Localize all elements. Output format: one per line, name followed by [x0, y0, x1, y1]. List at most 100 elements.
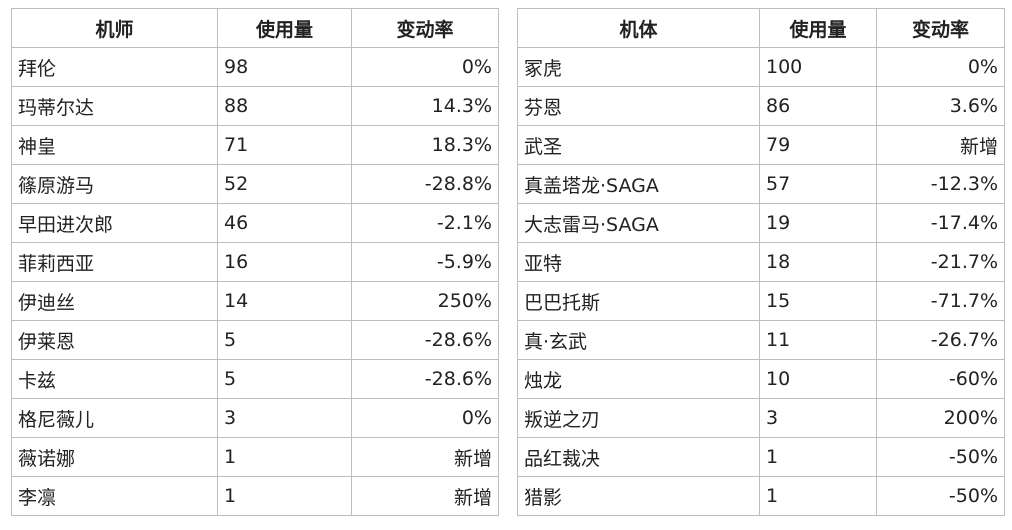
name-cell: 芬恩 [517, 86, 760, 126]
name-cell: 菲莉西亚 [11, 242, 218, 282]
usage-cell: 1 [217, 437, 352, 477]
usage-cell: 57 [759, 164, 877, 204]
table-row: 芬恩 86 3.6% [517, 86, 1005, 126]
table-row: 武圣 79 新增 [517, 125, 1005, 165]
name-cell: 冢虎 [517, 47, 760, 87]
pilot-usage-table: 机师 使用量 变动率 拜伦 98 0% 玛蒂尔达 88 14.3% 神皇 71 18.3% 篠原游… [11, 8, 499, 516]
name-cell: 亚特 [517, 242, 760, 282]
usage-cell: 14 [217, 281, 352, 321]
name-cell: 真盖塔龙·SAGA [517, 164, 760, 204]
change-rate-cell: -5.9% [351, 242, 499, 282]
change-rate-cell: -28.6% [351, 359, 499, 399]
table-row: 大志雷马·SAGA 19 -17.4% [517, 203, 1005, 243]
table-row: 李凛 1 新增 [11, 476, 499, 516]
change-rate-cell: 3.6% [876, 86, 1005, 126]
change-rate-cell: -21.7% [876, 242, 1005, 282]
table-row: 巴巴托斯 15 -71.7% [517, 281, 1005, 321]
name-cell: 篠原游马 [11, 164, 218, 204]
change-rate-cell: -2.1% [351, 203, 499, 243]
usage-cell: 5 [217, 320, 352, 360]
table-row: 亚特 18 -21.7% [517, 242, 1005, 282]
usage-cell: 3 [217, 398, 352, 438]
name-cell: 神皇 [11, 125, 218, 165]
name-cell: 薇诺娜 [11, 437, 218, 477]
usage-cell: 98 [217, 47, 352, 87]
table-header-row: 机体 使用量 变动率 [517, 8, 1005, 48]
change-rate-cell: 250% [351, 281, 499, 321]
usage-cell: 18 [759, 242, 877, 282]
usage-cell: 100 [759, 47, 877, 87]
change-rate-cell: 14.3% [351, 86, 499, 126]
table-row: 神皇 71 18.3% [11, 125, 499, 165]
table-row: 格尼薇儿 3 0% [11, 398, 499, 438]
name-cell: 品红裁决 [517, 437, 760, 477]
change-rate-cell: -50% [876, 476, 1005, 516]
table-row: 真盖塔龙·SAGA 57 -12.3% [517, 164, 1005, 204]
change-rate-cell: 0% [876, 47, 1005, 87]
mech-usage-table: 机体 使用量 变动率 冢虎 100 0% 芬恩 86 3.6% 武圣 79 新增 真盖塔龙·SAG… [517, 8, 1005, 516]
name-cell: 真·玄武 [517, 320, 760, 360]
change-rate-cell: 新增 [876, 125, 1005, 165]
name-cell: 早田进次郎 [11, 203, 218, 243]
table-row: 拜伦 98 0% [11, 47, 499, 87]
change-rate-cell: 新增 [351, 476, 499, 516]
column-header-change-rate: 变动率 [876, 8, 1005, 48]
table-row: 品红裁决 1 -50% [517, 437, 1005, 477]
name-cell: 伊迪丝 [11, 281, 218, 321]
usage-cell: 15 [759, 281, 877, 321]
usage-cell: 79 [759, 125, 877, 165]
name-cell: 猎影 [517, 476, 760, 516]
name-cell: 玛蒂尔达 [11, 86, 218, 126]
change-rate-cell: -60% [876, 359, 1005, 399]
name-cell: 巴巴托斯 [517, 281, 760, 321]
name-cell: 拜伦 [11, 47, 218, 87]
mech-table-body: 冢虎 100 0% 芬恩 86 3.6% 武圣 79 新增 真盖塔龙·SAGA 57 -12.3% 大志… [517, 47, 1005, 516]
change-rate-cell: -26.7% [876, 320, 1005, 360]
change-rate-cell: 200% [876, 398, 1005, 438]
table-row: 卡兹 5 -28.6% [11, 359, 499, 399]
table-row: 叛逆之刃 3 200% [517, 398, 1005, 438]
usage-cell: 10 [759, 359, 877, 399]
usage-cell: 1 [759, 437, 877, 477]
table-row: 早田进次郎 46 -2.1% [11, 203, 499, 243]
change-rate-cell: 18.3% [351, 125, 499, 165]
table-row: 猎影 1 -50% [517, 476, 1005, 516]
change-rate-cell: -71.7% [876, 281, 1005, 321]
column-header-usage: 使用量 [759, 8, 877, 48]
name-cell: 烛龙 [517, 359, 760, 399]
usage-cell: 52 [217, 164, 352, 204]
table-row: 篠原游马 52 -28.8% [11, 164, 499, 204]
name-cell: 大志雷马·SAGA [517, 203, 760, 243]
usage-cell: 5 [217, 359, 352, 399]
usage-cell: 86 [759, 86, 877, 126]
table-row: 薇诺娜 1 新增 [11, 437, 499, 477]
table-header-row: 机师 使用量 变动率 [11, 8, 499, 48]
table-row: 冢虎 100 0% [517, 47, 1005, 87]
column-header-mech: 机体 [517, 8, 760, 48]
change-rate-cell: -17.4% [876, 203, 1005, 243]
usage-cell: 19 [759, 203, 877, 243]
name-cell: 李凛 [11, 476, 218, 516]
usage-cell: 71 [217, 125, 352, 165]
table-row: 伊迪丝 14 250% [11, 281, 499, 321]
name-cell: 格尼薇儿 [11, 398, 218, 438]
table-row: 玛蒂尔达 88 14.3% [11, 86, 499, 126]
column-header-pilot: 机师 [11, 8, 218, 48]
usage-cell: 11 [759, 320, 877, 360]
change-rate-cell: -50% [876, 437, 1005, 477]
change-rate-cell: 0% [351, 398, 499, 438]
usage-cell: 1 [759, 476, 877, 516]
change-rate-cell: 新增 [351, 437, 499, 477]
change-rate-cell: -12.3% [876, 164, 1005, 204]
change-rate-cell: -28.8% [351, 164, 499, 204]
usage-cell: 3 [759, 398, 877, 438]
table-row: 伊莱恩 5 -28.6% [11, 320, 499, 360]
table-row: 烛龙 10 -60% [517, 359, 1005, 399]
column-header-usage: 使用量 [217, 8, 352, 48]
pilot-table-body: 拜伦 98 0% 玛蒂尔达 88 14.3% 神皇 71 18.3% 篠原游马 52 -28.8% 早田… [11, 47, 499, 516]
table-row: 菲莉西亚 16 -5.9% [11, 242, 499, 282]
usage-cell: 16 [217, 242, 352, 282]
name-cell: 伊莱恩 [11, 320, 218, 360]
table-row: 真·玄武 11 -26.7% [517, 320, 1005, 360]
change-rate-cell: 0% [351, 47, 499, 87]
